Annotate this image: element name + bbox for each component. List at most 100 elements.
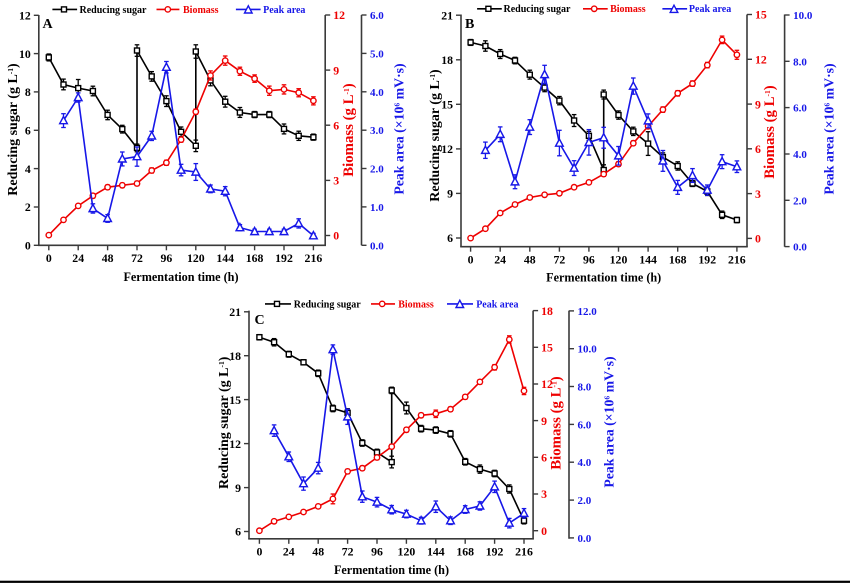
svg-text:Reducing sugar: Reducing sugar: [80, 5, 148, 16]
svg-text:Fermentation time (h): Fermentation time (h): [123, 270, 238, 284]
svg-text:10.0: 10.0: [578, 344, 598, 356]
svg-text:Reducing sugar: Reducing sugar: [504, 4, 572, 15]
svg-text:Peak area (×106 mV·s): Peak area (×106 mV·s): [602, 356, 618, 487]
svg-text:48: 48: [102, 251, 114, 265]
svg-text:0: 0: [46, 251, 52, 265]
svg-text:Reducing sugar (g L-1): Reducing sugar (g L-1): [217, 356, 232, 489]
svg-text:120: 120: [398, 545, 416, 559]
svg-text:48: 48: [524, 253, 536, 267]
svg-text:96: 96: [371, 545, 383, 559]
svg-text:144: 144: [639, 253, 657, 267]
svg-text:0: 0: [541, 524, 547, 538]
svg-text:96: 96: [583, 253, 595, 267]
svg-text:192: 192: [486, 545, 504, 559]
svg-text:3.0: 3.0: [370, 125, 384, 137]
svg-text:12: 12: [333, 8, 345, 22]
svg-text:12: 12: [19, 8, 31, 22]
svg-text:96: 96: [161, 251, 173, 265]
svg-text:Biomass (g L-1): Biomass (g L-1): [762, 85, 778, 178]
svg-text:72: 72: [131, 251, 143, 265]
svg-text:6: 6: [25, 123, 31, 137]
svg-text:Fermentation time (h): Fermentation time (h): [334, 563, 449, 577]
svg-text:168: 168: [456, 545, 474, 559]
svg-text:12: 12: [755, 52, 767, 66]
svg-text:72: 72: [342, 545, 354, 559]
svg-text:6.0: 6.0: [370, 10, 384, 22]
svg-text:8.0: 8.0: [578, 382, 592, 394]
svg-text:6.0: 6.0: [793, 103, 807, 115]
svg-text:B: B: [465, 17, 474, 32]
svg-text:144: 144: [216, 251, 234, 265]
svg-text:120: 120: [187, 251, 205, 265]
svg-text:6: 6: [541, 451, 547, 465]
svg-text:2.0: 2.0: [793, 195, 807, 207]
svg-text:4: 4: [25, 162, 31, 176]
svg-text:9: 9: [755, 97, 761, 111]
svg-text:4.0: 4.0: [578, 457, 592, 469]
svg-text:21: 21: [441, 8, 453, 22]
svg-text:10.0: 10.0: [793, 10, 813, 22]
svg-text:9: 9: [447, 187, 453, 201]
svg-text:Biomass: Biomass: [398, 299, 434, 310]
svg-text:Biomass (g L-1): Biomass (g L-1): [341, 83, 357, 176]
svg-text:120: 120: [610, 253, 628, 267]
svg-text:24: 24: [72, 251, 84, 265]
svg-text:0: 0: [468, 253, 474, 267]
svg-text:3: 3: [333, 174, 339, 188]
svg-text:Biomass (g L-1): Biomass (g L-1): [549, 376, 565, 469]
svg-text:15: 15: [541, 340, 553, 354]
svg-text:168: 168: [669, 253, 687, 267]
svg-text:C: C: [255, 313, 265, 328]
svg-text:Reducing sugar: Reducing sugar: [294, 299, 362, 310]
svg-text:18: 18: [441, 53, 453, 67]
svg-text:4.0: 4.0: [370, 87, 384, 99]
svg-text:12: 12: [229, 437, 241, 451]
svg-text:24: 24: [283, 545, 295, 559]
svg-text:Peak area: Peak area: [476, 299, 518, 310]
svg-text:18: 18: [541, 304, 553, 318]
svg-text:Peak area (×106 mV·s): Peak area (×106 mV·s): [822, 63, 838, 194]
svg-text:0: 0: [755, 232, 761, 246]
svg-text:216: 216: [728, 253, 746, 267]
svg-text:0: 0: [25, 239, 31, 253]
svg-text:Fermentation time (h): Fermentation time (h): [546, 271, 661, 285]
svg-text:144: 144: [427, 545, 445, 559]
svg-text:216: 216: [305, 251, 323, 265]
svg-text:6: 6: [447, 231, 453, 245]
svg-text:3: 3: [755, 187, 761, 201]
svg-text:0.0: 0.0: [370, 240, 384, 252]
svg-text:15: 15: [441, 98, 453, 112]
svg-text:12: 12: [441, 142, 453, 156]
svg-text:72: 72: [553, 253, 565, 267]
svg-text:8.0: 8.0: [793, 56, 807, 68]
svg-text:9: 9: [333, 63, 339, 77]
svg-text:8: 8: [25, 85, 31, 99]
svg-text:6: 6: [333, 118, 339, 132]
svg-text:6: 6: [235, 525, 241, 539]
svg-text:192: 192: [698, 253, 716, 267]
svg-text:Peak area: Peak area: [263, 5, 305, 16]
svg-text:9: 9: [541, 414, 547, 428]
svg-text:9: 9: [235, 481, 241, 495]
svg-text:2.0: 2.0: [370, 164, 384, 176]
svg-text:4.0: 4.0: [793, 149, 807, 161]
svg-text:6.0: 6.0: [578, 419, 592, 431]
svg-text:Peak area (×106 mV·s): Peak area (×106 mV·s): [392, 63, 408, 194]
svg-text:A: A: [43, 17, 54, 32]
svg-text:6: 6: [755, 142, 761, 156]
svg-text:2.0: 2.0: [578, 495, 592, 507]
svg-text:15: 15: [229, 393, 241, 407]
svg-text:Biomass: Biomass: [610, 4, 646, 15]
svg-text:0.0: 0.0: [793, 242, 807, 254]
svg-text:168: 168: [246, 251, 264, 265]
svg-text:15: 15: [755, 8, 767, 22]
svg-text:192: 192: [275, 251, 293, 265]
svg-text:3: 3: [541, 487, 547, 501]
svg-text:2: 2: [25, 200, 31, 214]
svg-text:12.0: 12.0: [578, 306, 598, 318]
svg-text:216: 216: [515, 545, 533, 559]
svg-text:Peak area: Peak area: [689, 4, 731, 15]
svg-text:48: 48: [312, 545, 324, 559]
svg-text:24: 24: [494, 253, 506, 267]
svg-text:1.0: 1.0: [370, 202, 384, 214]
